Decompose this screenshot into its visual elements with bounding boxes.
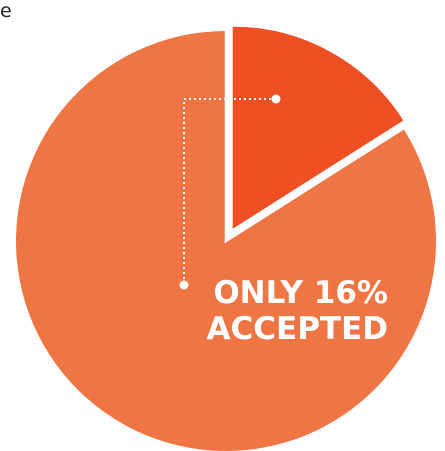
leader-start-dot (272, 95, 281, 104)
leader-end-dot (180, 281, 189, 290)
annotation-line-1: ONLY 16% (213, 275, 388, 311)
annotation-line-2: ACCEPTED (207, 311, 388, 347)
pie-slices (16, 19, 436, 451)
